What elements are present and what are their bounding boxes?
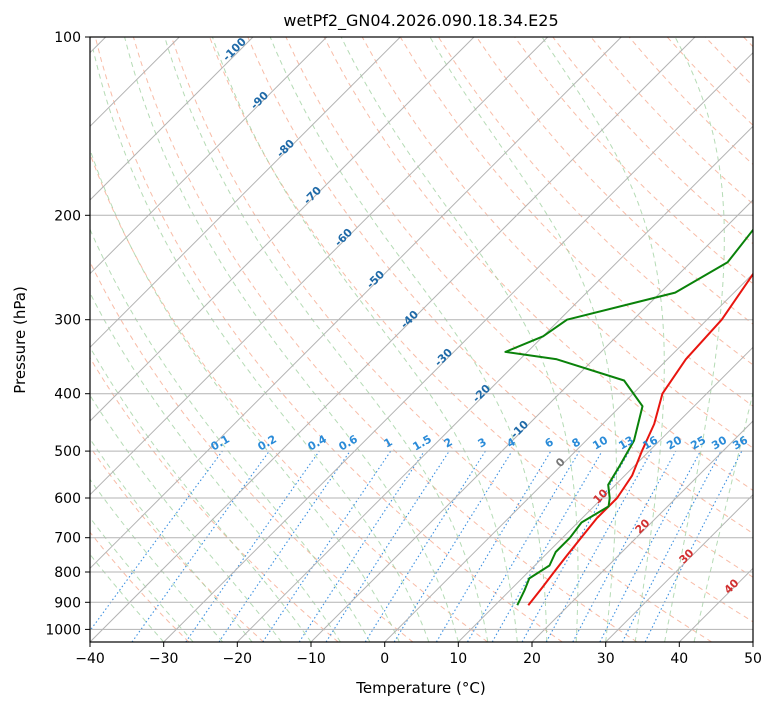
x-tick-label: 10 [449,651,467,667]
x-tick-label: 20 [523,651,541,667]
chart-title: wetPf2_GN04.2026.090.18.34.E25 [283,11,558,31]
y-tick-label: 200 [54,208,81,224]
y-tick-label: 500 [54,444,81,460]
x-tick-label: 40 [670,651,688,667]
x-tick-label: −10 [296,651,326,667]
y-axis-title: Pressure (hPa) [11,286,29,394]
y-tick-label: 100 [54,30,81,46]
y-tick-label: 400 [54,387,81,403]
x-tick-label: −40 [75,651,105,667]
y-tick-label: 600 [54,491,81,507]
x-axis-title: Temperature (°C) [355,679,485,697]
y-tick-label: 800 [54,565,81,581]
x-tick-label: 50 [744,651,762,667]
x-tick-label: −20 [223,651,253,667]
y-tick-label: 900 [54,595,81,611]
y-tick-label: 700 [54,531,81,547]
x-tick-label: 0 [380,651,389,667]
y-tick-label: 300 [54,313,81,329]
x-tick-label: 30 [597,651,615,667]
y-tick-label: 1000 [45,622,81,638]
x-tick-label: −30 [149,651,179,667]
